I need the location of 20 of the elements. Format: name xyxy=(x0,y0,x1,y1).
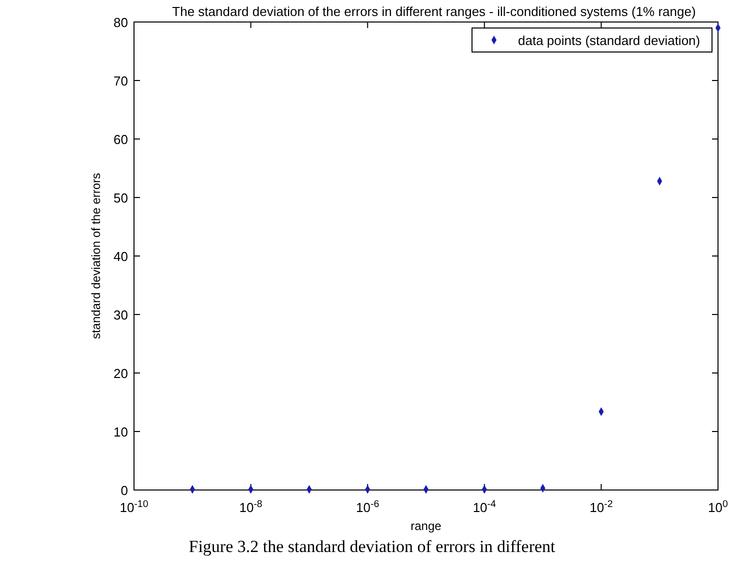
x-tick-label: 10$^{-10}$ xyxy=(120,498,149,515)
x-tick-label: 10$^{-2}$ xyxy=(590,498,613,515)
x-tick-label: 10$^{0}$ xyxy=(708,498,729,515)
chart-title: The standard deviation of the errors in different ranges - ill-conditioned systems (1% range) xyxy=(172,4,696,19)
x-tick-label: 10$^{-6}$ xyxy=(356,498,380,515)
y-tick-label: 60 xyxy=(114,132,128,147)
legend-label: data points (standard deviation) xyxy=(518,33,700,48)
x-tick-label: 10$^{-8}$ xyxy=(239,498,262,515)
y-tick-label: 20 xyxy=(114,366,128,381)
y-tick-label: 50 xyxy=(114,190,128,206)
y-tick-label: 80 xyxy=(114,15,128,30)
y-axis-title: standard deviation of the errors xyxy=(89,172,103,340)
y-tick-label: 0 xyxy=(120,483,128,498)
y-tick-label: 10 xyxy=(114,424,128,440)
y-tick-label: 70 xyxy=(114,74,128,88)
y-tick-label: 30 xyxy=(114,308,128,322)
x-tick-label: 10$^{-4}$ xyxy=(472,498,497,515)
caption: Figure 3.2 the standard deviation of errors in different xyxy=(188,537,556,556)
x-axis-title: range xyxy=(410,519,442,533)
y-tick-label: 40 xyxy=(114,249,128,264)
